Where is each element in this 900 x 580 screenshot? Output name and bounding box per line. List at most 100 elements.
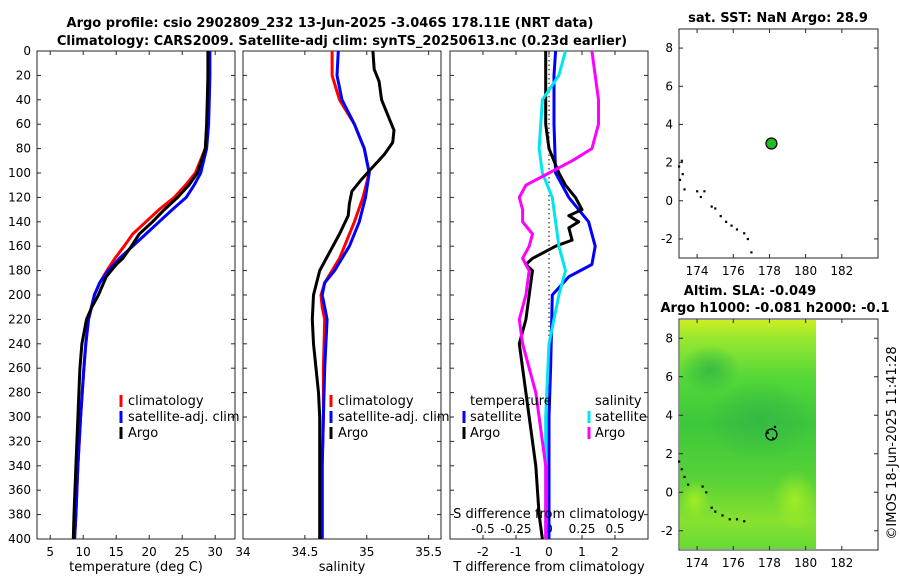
map-y-tick-label: 0 — [665, 194, 673, 208]
sst-map-title: sat. SST: NaN Argo: 28.9 — [688, 11, 868, 26]
series-t-argo — [517, 51, 584, 540]
y-tick-label: 40 — [16, 93, 31, 107]
legend-salinity-title: salinity — [595, 394, 642, 409]
series-s-satellite — [537, 50, 567, 539]
coastline-dot — [710, 506, 713, 509]
map-x-tick-label: 178 — [758, 556, 781, 570]
coastline-dot — [735, 518, 739, 521]
y-tick-label: 260 — [8, 361, 31, 375]
top-tick-label: -0.5 — [471, 522, 494, 536]
sst-map-axes — [678, 28, 879, 259]
coastline-dot — [680, 159, 683, 162]
figure-title-line2: Climatology: CARS2009. Satellite-adj cli… — [57, 34, 627, 49]
legend-argo-label: Argo — [128, 426, 158, 441]
credit-stamp: ©IMOS 18-Jun-2025 11:41:28 — [885, 346, 900, 539]
x-tick-label: 10 — [76, 545, 91, 559]
series-satellite-adj-clim — [320, 50, 371, 539]
salinity-difference-axis-label: S difference from climatology — [453, 507, 645, 522]
map-y-tick-label: -2 — [661, 524, 673, 538]
coastline-dot — [714, 510, 717, 513]
coastline-dot — [705, 491, 708, 494]
figure-title-line1: Argo profile: csio 2902809_232 13-Jun-20… — [67, 16, 594, 31]
coastline-dot — [680, 468, 683, 471]
x-tick-label: -1 — [510, 545, 522, 559]
difference-xlabel: T difference from climatology — [452, 560, 645, 575]
y-tick-label: 340 — [8, 459, 31, 473]
y-tick-label: 220 — [8, 312, 31, 326]
y-tick-label: 280 — [8, 386, 31, 400]
coastline-dot — [714, 207, 717, 210]
coastline-dot — [728, 518, 731, 521]
top-tick-label: 0.25 — [569, 522, 596, 536]
map-x-tick-label: 174 — [686, 264, 709, 278]
coastline-dot — [725, 220, 728, 223]
y-tick-label: 380 — [8, 508, 31, 522]
temperature-legend: climatology satellite-adj. clim Argo — [119, 394, 240, 441]
coastline-dot — [683, 475, 686, 479]
legend-satellite-label: satellite-adj. clim — [338, 410, 450, 425]
coastline-dot — [772, 437, 775, 440]
salinity-legend: climatology satellite-adj. clim Argo — [329, 394, 450, 441]
map-x-tick-label: 180 — [794, 264, 817, 278]
x-tick-label: 1 — [578, 545, 586, 559]
x-tick-label: 34.5 — [292, 545, 319, 559]
legend-t-argo-label: Argo — [470, 426, 500, 441]
coastline-dot — [743, 232, 746, 235]
y-tick-label: 100 — [8, 166, 31, 180]
coastline-dot — [681, 173, 684, 176]
map-y-tick-label: 6 — [665, 370, 673, 384]
sla-map-title-line2: Argo h1000: -0.081 h2000: -0.1 — [660, 301, 889, 316]
sla-high-patch — [680, 480, 710, 520]
series-s-argo — [517, 50, 600, 539]
difference-legend: temperature satellite Argo salinity sate… — [462, 394, 647, 441]
x-tick-label: 0 — [545, 545, 553, 559]
map-y-tick-label: 4 — [665, 117, 673, 131]
salinity-xlabel: salinity — [319, 560, 366, 575]
y-tick-label: 140 — [8, 215, 31, 229]
x-tick-label: 15 — [109, 545, 124, 559]
y-tick-label: 80 — [16, 142, 31, 156]
y-tick-label: 0 — [23, 44, 31, 58]
coastline-dot — [701, 485, 704, 488]
legend-temperature-title: temperature — [470, 394, 552, 409]
y-tick-label: 160 — [8, 239, 31, 253]
y-tick-label: 60 — [16, 117, 31, 131]
y-tick-label: 120 — [8, 190, 31, 204]
legend-climatology-label: climatology — [128, 394, 204, 409]
series-t-satellite — [547, 50, 597, 539]
map-x-tick-label: 180 — [794, 556, 817, 570]
coastline-dot — [743, 520, 746, 523]
sla-map-title-line1: Altim. SLA: -0.049 — [684, 284, 816, 299]
sla-high-patch — [773, 470, 817, 530]
argo-position-marker — [765, 428, 778, 441]
coastline-dot — [710, 205, 713, 208]
y-tick-label: 300 — [8, 410, 31, 424]
coastline-dot — [730, 224, 733, 227]
y-tick-label: 240 — [8, 337, 31, 351]
map-x-tick-label: 182 — [830, 264, 853, 278]
x-tick-label: 30 — [208, 545, 223, 559]
temperature-xlabel: temperature (deg C) — [69, 560, 203, 575]
map-y-tick-label: 4 — [665, 408, 673, 422]
coastline-dot — [735, 228, 739, 231]
legend-climatology-label: climatology — [338, 394, 414, 409]
legend-s-satellite-label: satellite — [595, 410, 647, 425]
legend-argo-label: Argo — [338, 426, 368, 441]
map-x-tick-label: 178 — [758, 264, 781, 278]
x-tick-label: 20 — [142, 545, 157, 559]
map-y-tick-label: 0 — [665, 485, 673, 499]
coastline-dot — [750, 251, 753, 254]
coastline-dot — [699, 195, 702, 199]
temperature-axes — [36, 50, 236, 540]
x-tick-label: -2 — [477, 545, 489, 559]
y-tick-label: 180 — [8, 264, 31, 278]
legend-t-satellite-label: satellite — [470, 410, 522, 425]
y-tick-label: 200 — [8, 288, 31, 302]
map-x-tick-label: 176 — [722, 556, 745, 570]
y-tick-label: 320 — [8, 434, 31, 448]
x-tick-label: 5 — [46, 545, 54, 559]
map-y-tick-label: 2 — [665, 156, 673, 170]
coastline-dot — [696, 190, 699, 193]
coastline-dot — [703, 190, 706, 193]
